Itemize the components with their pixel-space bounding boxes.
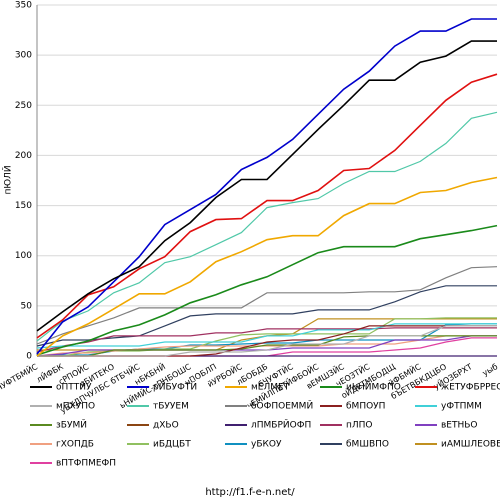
series-line: [36, 40, 497, 332]
legend-label: тБУУЕМ: [153, 402, 189, 412]
legend-label: иБДЦБТ: [153, 440, 191, 450]
legend-label: уБКОУ: [251, 440, 282, 450]
legend-label: зБУМЙ: [56, 419, 87, 431]
y-tick-label: 250: [15, 101, 32, 111]
legend-label: уФТПММ: [441, 402, 482, 412]
y-tick-label: 50: [21, 301, 33, 311]
series-line: [36, 111, 498, 342]
series-line: [36, 73, 498, 339]
legend-label: бМПОУП: [346, 402, 385, 412]
y-tick-label: 350: [15, 1, 32, 11]
legend-label: иАМШЛЕОВЕТЗ: [441, 440, 500, 450]
legend-label: вПТФПМЕФП: [56, 459, 116, 469]
legend-label: оПТТЙУ: [56, 381, 92, 393]
legend-label: жЕТУФБРРЕО: [441, 383, 500, 393]
legend-label: пЛПО: [346, 421, 373, 431]
legend-label: бОФПОЕММЙ: [251, 400, 313, 412]
series-line: [36, 224, 498, 356]
y-axis-label: пЮЛЙ: [2, 165, 14, 194]
footer: http://f1.f-e-n.net/: [205, 487, 295, 498]
legend-label: мЕЛМЕТ: [251, 383, 290, 393]
series-line: [36, 176, 498, 357]
y-tick-label: 300: [15, 51, 32, 61]
series-line: [36, 323, 497, 349]
legend-label: мПХУПО: [56, 402, 95, 412]
series-line: [36, 285, 497, 347]
legend-label: иЬНЙМФПО: [346, 381, 401, 393]
y-tick-label: 150: [15, 201, 32, 211]
legend-label: гХОПДБ: [56, 440, 94, 450]
series-line: [36, 266, 498, 345]
legend-label: рЙБУФТЙ: [153, 381, 197, 393]
legend-label: вЕТНЬО: [441, 421, 478, 431]
y-tick-label: 0: [26, 352, 32, 362]
series-line: [36, 327, 497, 353]
y-tick-label: 100: [15, 251, 32, 261]
legend-label: бМШВПО: [346, 440, 389, 450]
legend-label: лПМБРЙОФП: [251, 419, 311, 431]
series-line: [37, 325, 497, 357]
y-tick-label: 200: [15, 151, 32, 161]
legend-label: дХЬО: [153, 421, 179, 431]
series-line: [36, 18, 497, 355]
